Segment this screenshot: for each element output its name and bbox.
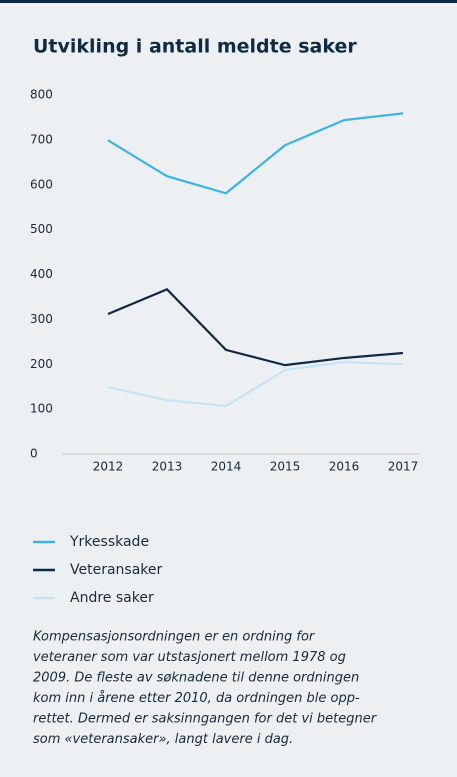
chart-title: Utvikling i antall meldte saker <box>33 36 357 58</box>
series-line <box>107 360 404 408</box>
y-tick-label: 500 <box>30 222 53 236</box>
y-tick-label: 100 <box>30 402 53 416</box>
footnote: 2009. De fleste av søknadene til denne o… <box>33 671 359 686</box>
y-tick-label: 0 <box>30 447 38 461</box>
x-tick-label: 2016 <box>329 460 360 474</box>
x-tick-label: 2014 <box>211 460 242 474</box>
x-tick-label: 2013 <box>152 460 183 474</box>
y-tick-label: 400 <box>30 267 53 281</box>
footnote: rettet. Dermed er saksinngangen for det … <box>33 712 378 727</box>
x-tick-label: 2017 <box>388 460 419 474</box>
legend-label: Veteransaker <box>70 562 163 578</box>
series-line <box>107 112 404 195</box>
top-border <box>0 0 457 3</box>
y-tick-label: 600 <box>30 177 53 191</box>
footnote: kom inn i årene etter 2010, da ordningen… <box>33 691 360 706</box>
footnote: veteraner som var utstasjonert mellom 19… <box>33 650 346 665</box>
series-line <box>107 288 404 367</box>
x-tick-label: 2015 <box>270 460 301 474</box>
legend-label: Andre saker <box>70 590 154 606</box>
y-tick-label: 200 <box>30 357 53 371</box>
y-tick-label: 800 <box>30 88 53 102</box>
legend-label: Yrkesskade <box>69 534 149 550</box>
y-tick-label: 700 <box>30 132 53 146</box>
footnote: Kompensasjonsordningen er en ordning for <box>33 630 316 645</box>
y-tick-label: 300 <box>30 312 53 326</box>
footnote: som «veteransaker», langt lavere i dag. <box>33 732 293 747</box>
x-tick-label: 2012 <box>93 460 124 474</box>
